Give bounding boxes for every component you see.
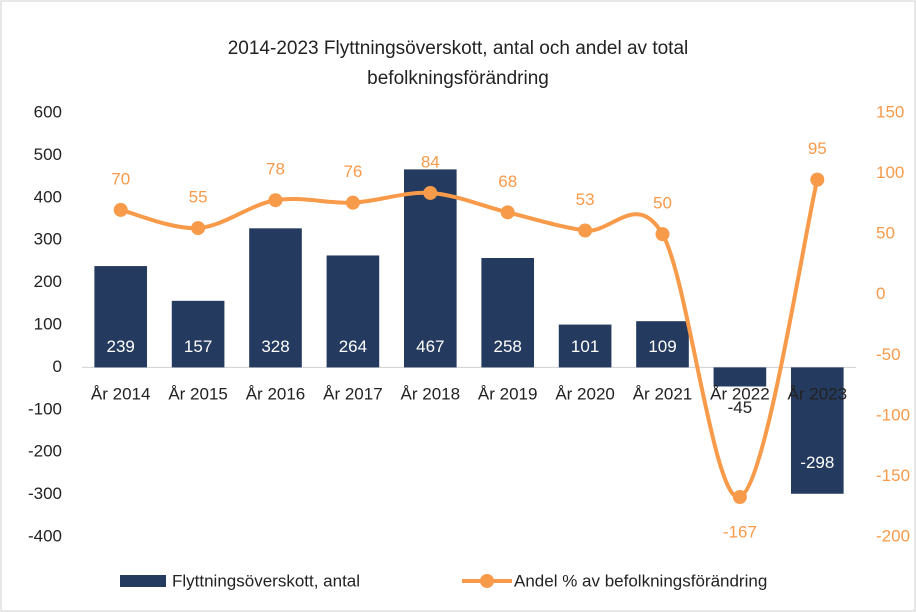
line-point [655,227,670,242]
y-tick-label: 200 [34,272,62,291]
line-point [191,221,206,236]
line-value-label: 55 [189,188,208,207]
bar-value-label: 467 [416,337,444,356]
line-point [578,223,593,238]
line-value-label: -167 [723,523,757,542]
chart-title: 2014-2023 Flyttningsöverskott, antal och… [227,38,689,89]
bar-value-label: 101 [571,337,599,356]
x-tick-label: År 2023 [788,384,848,403]
line-point [732,490,747,505]
x-tick-label: År 2017 [323,384,383,403]
line-point [113,202,128,217]
x-tick-label: År 2021 [633,384,693,403]
y2-tick-label: -200 [876,526,910,545]
bar [326,255,380,368]
y2-tick-label: -50 [876,345,901,364]
x-tick-label: År 2014 [91,384,151,403]
bar [94,266,148,368]
line-value-label: 68 [498,172,517,191]
y2-tick-label: -150 [876,466,910,485]
line-point [500,205,515,220]
bar [403,169,457,368]
bar [558,324,612,368]
y2-tick-label: -100 [876,405,910,424]
y-tick-label: 600 [34,102,62,121]
x-tick-label: År 2022 [710,384,770,403]
legend-label: Flyttningsöverskott, antal [172,571,360,590]
bar-value-label: 239 [107,337,135,356]
y-tick-label: 0 [53,357,62,376]
bar [249,228,302,368]
y-tick-label: -100 [28,399,62,418]
bar-value-label: 109 [648,337,676,356]
y2-tick-label: 50 [876,224,895,243]
legend-marker [480,574,494,588]
bar-value-label: -45 [728,398,753,417]
x-tick-label: År 2020 [555,384,615,403]
line-point [268,193,283,208]
bar [790,367,844,494]
line-value-label: 70 [111,169,130,188]
legend-swatch [120,575,166,587]
y2-tick-label: 100 [876,163,904,182]
y-tick-label: -200 [28,442,62,461]
line-value-label: 78 [266,160,285,179]
x-tick-label: År 2015 [168,384,228,403]
line-value-label: 50 [653,194,672,213]
y-tick-label: 100 [34,314,62,333]
y-tick-label: 400 [34,187,62,206]
bar-value-label: 157 [184,337,212,356]
bar [171,300,225,368]
bar-value-label: -298 [800,453,834,472]
y2-tick-label: 0 [876,284,885,303]
y2-tick-label: 150 [876,102,904,121]
line-value-label: 95 [808,139,827,158]
bar [636,321,689,368]
x-tick-label: År 2016 [246,384,306,403]
line-point [810,172,825,187]
x-tick-label: År 2019 [478,384,538,403]
line-point [345,195,360,210]
line-value-label: 84 [421,152,440,171]
y-tick-label: 300 [34,230,62,249]
x-tick-label: År 2018 [401,384,461,403]
bar-value-label: 328 [261,337,289,356]
bar-value-label: 258 [494,337,522,356]
bar-value-label: 264 [339,337,367,356]
bar [481,258,535,368]
legend-label: Andel % av befolkningsförändring [514,571,767,590]
line-value-label: 76 [343,162,362,181]
y-tick-label: -400 [28,526,62,545]
bar [713,367,767,387]
y-tick-label: -300 [28,484,62,503]
line-value-label: 53 [576,190,595,209]
line-point [423,185,438,200]
y-tick-label: 500 [34,145,62,164]
